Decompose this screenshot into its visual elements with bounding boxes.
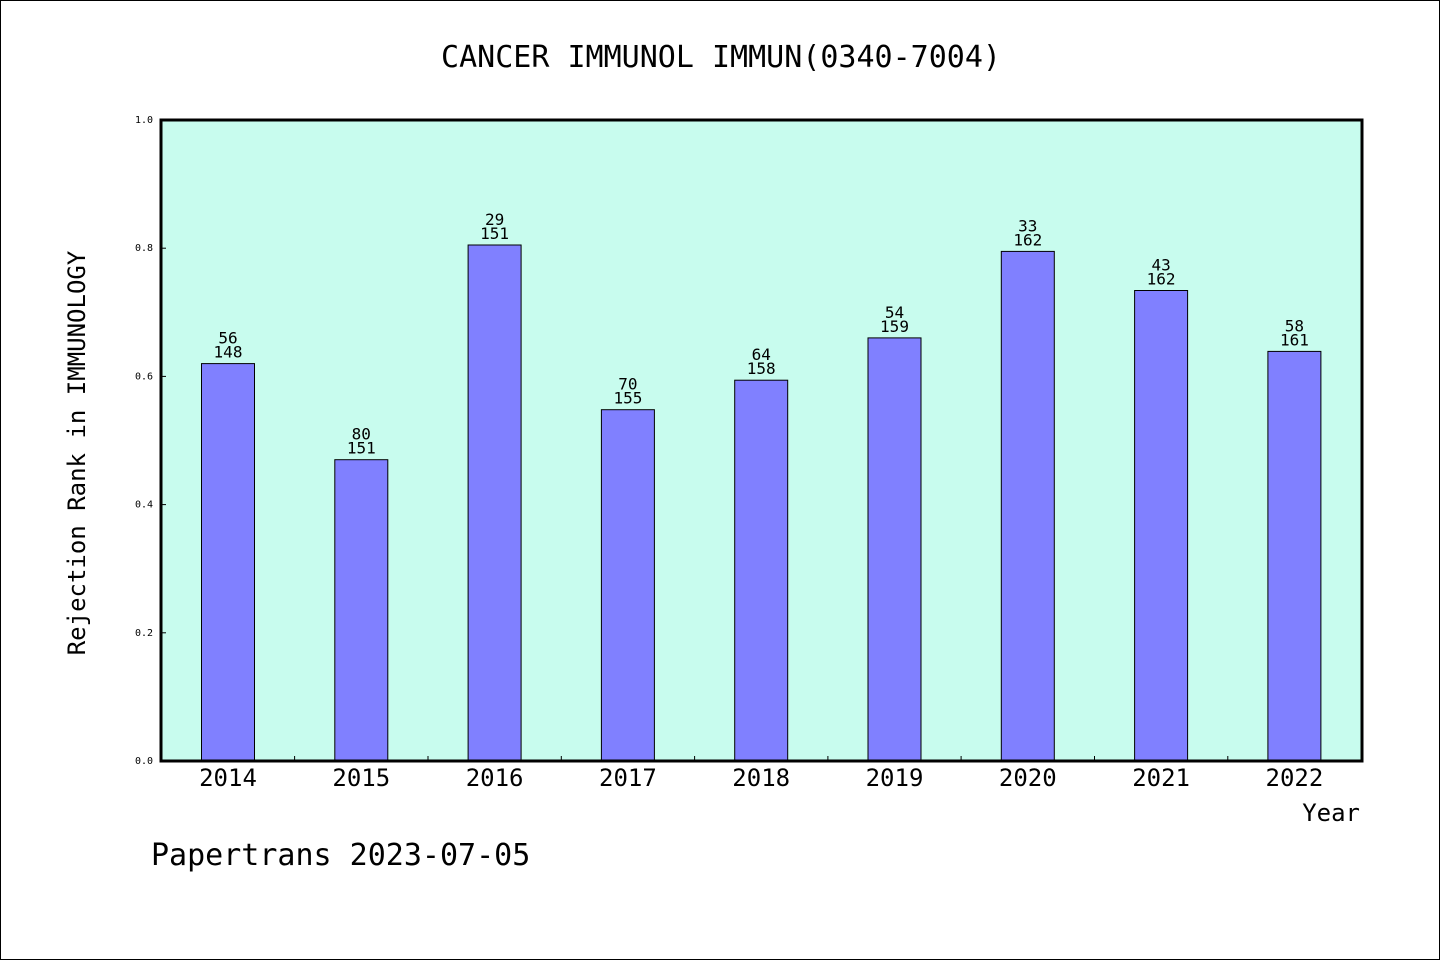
- plot-border: [159, 118, 1364, 763]
- y-tick-label: 0.8: [135, 243, 153, 254]
- bar-label-top: 54: [885, 303, 904, 322]
- x-tick-label: 2022: [1266, 764, 1324, 792]
- x-axis: 2014 2015 2016 2017 2018 2019 2020 2021 2022: [199, 756, 1323, 792]
- bar-2019: [867, 337, 922, 762]
- bar-label-top: 58: [1285, 316, 1304, 335]
- bar-label-top: 33: [1018, 216, 1037, 235]
- bar-2021: [1134, 290, 1189, 762]
- chart-title: CANCER IMMUNOL IMMUN(0340-7004): [441, 40, 1001, 75]
- bar-label-top: 64: [752, 345, 771, 364]
- bar-2018: [734, 379, 789, 762]
- bar-2014: [201, 363, 255, 762]
- bar-2015: [334, 459, 389, 762]
- bars-layer: 5614880151291517015564158541593316243162…: [201, 210, 1322, 762]
- bar-label-bottom: 158: [747, 359, 776, 378]
- x-tick-label: 2014: [199, 764, 257, 792]
- bar-label-bottom: 155: [613, 389, 642, 408]
- y-tick-label: 0.4: [135, 500, 153, 511]
- y-tick-label: 0.6: [135, 371, 153, 382]
- bar-label-bottom: 159: [880, 317, 909, 336]
- y-tick-label: 0.2: [135, 628, 153, 639]
- bar-label-top: 56: [218, 329, 237, 348]
- x-tick-label: 2021: [1132, 764, 1190, 792]
- bar-label-bottom: 161: [1280, 330, 1309, 349]
- x-tick-label: 2017: [599, 764, 657, 792]
- y-axis-label: Rejection Rank in IMMUNOLOGY: [63, 250, 91, 655]
- x-tick-label: 2019: [866, 764, 924, 792]
- bar-label-bottom: 162: [1013, 230, 1042, 249]
- bar-2022: [1267, 350, 1322, 762]
- bar-label-top: 80: [352, 425, 371, 444]
- bar-label-bottom: 151: [347, 439, 376, 458]
- x-axis-label: Year: [1302, 799, 1360, 827]
- y-tick-label: 0.0: [135, 756, 153, 767]
- y-tick-label: 1.0: [135, 115, 153, 126]
- bar-2017: [600, 409, 655, 762]
- bar-label-top: 70: [618, 375, 637, 394]
- bar-label-bottom: 151: [480, 224, 509, 243]
- bar-label-bottom: 148: [214, 343, 243, 362]
- bar-2020: [1000, 250, 1055, 762]
- x-tick-label: 2020: [999, 764, 1057, 792]
- x-tick-label: 2016: [466, 764, 524, 792]
- footer-text: Papertrans 2023-07-05: [151, 838, 530, 873]
- x-tick-label: 2018: [732, 764, 790, 792]
- bar-2016: [467, 244, 522, 762]
- bar-label-top: 29: [485, 210, 504, 229]
- x-tick-label: 2015: [332, 764, 390, 792]
- bar-label-bottom: 162: [1147, 270, 1176, 289]
- bar-label-top: 43: [1151, 256, 1170, 275]
